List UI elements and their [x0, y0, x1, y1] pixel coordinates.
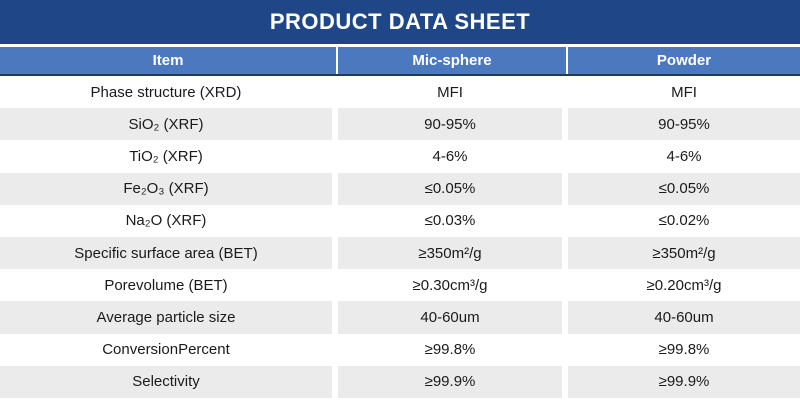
item-cell: Selectivity [0, 365, 338, 398]
table-row: TiO₂ (XRF) 4-6% 4-6% [0, 140, 800, 173]
table-body: Phase structure (XRD) MFI MFI SiO₂ (XRF)… [0, 76, 800, 398]
powder-cell: MFI [568, 76, 800, 109]
item-cell: Fe₂O₃ (XRF) [0, 172, 338, 205]
powder-cell: ≥99.8% [568, 333, 800, 366]
item-cell: Na₂O (XRF) [0, 204, 338, 237]
mic-sphere-cell: ≥99.8% [338, 333, 568, 366]
mic-sphere-cell: ≥0.30cm³/g [338, 269, 568, 302]
powder-cell: 4-6% [568, 140, 800, 173]
banner-divider [0, 44, 800, 47]
mic-sphere-cell: 40-60um [338, 301, 568, 334]
table-row: SiO₂ (XRF) 90-95% 90-95% [0, 108, 800, 141]
column-header-item: Item [0, 47, 338, 74]
mic-sphere-cell: ≤0.05% [338, 172, 568, 205]
mic-sphere-cell: 90-95% [338, 108, 568, 141]
powder-cell: ≤0.05% [568, 172, 800, 205]
item-cell: Phase structure (XRD) [0, 76, 338, 109]
column-header-powder: Powder [568, 47, 800, 74]
powder-cell: ≤0.02% [568, 204, 800, 237]
mic-sphere-cell: MFI [338, 76, 568, 109]
table-row: Phase structure (XRD) MFI MFI [0, 76, 800, 109]
table-header-row: Item Mic-sphere Powder [0, 47, 800, 76]
sheet-title-banner: PRODUCT DATA SHEET [0, 0, 800, 44]
mic-sphere-cell: ≥350m²/g [338, 236, 568, 270]
page-title: PRODUCT DATA SHEET [269, 9, 531, 34]
table-row: Specific surface area (BET) ≥350m²/g ≥35… [0, 236, 800, 270]
powder-cell: ≥99.9% [568, 365, 800, 398]
powder-cell: 40-60um [568, 301, 800, 334]
mic-sphere-cell: ≥99.9% [338, 365, 568, 398]
mic-sphere-cell: ≤0.03% [338, 204, 568, 237]
item-cell: ConversionPercent [0, 333, 338, 366]
item-cell: Average particle size [0, 301, 338, 334]
table-row: Porevolume (BET) ≥0.30cm³/g ≥0.20cm³/g [0, 269, 800, 302]
table-row: Selectivity ≥99.9% ≥99.9% [0, 365, 800, 398]
powder-cell: ≥0.20cm³/g [568, 269, 800, 302]
item-cell: SiO₂ (XRF) [0, 108, 338, 141]
powder-cell: ≥350m²/g [568, 236, 800, 270]
table-row: Na₂O (XRF) ≤0.03% ≤0.02% [0, 204, 800, 237]
table-row: Average particle size 40-60um 40-60um [0, 301, 800, 334]
table-row: Fe₂O₃ (XRF) ≤0.05% ≤0.05% [0, 172, 800, 205]
column-header-mic-sphere: Mic-sphere [338, 47, 568, 74]
item-cell: Porevolume (BET) [0, 269, 338, 302]
table-row: ConversionPercent ≥99.8% ≥99.8% [0, 333, 800, 366]
item-cell: TiO₂ (XRF) [0, 140, 338, 173]
powder-cell: 90-95% [568, 108, 800, 141]
mic-sphere-cell: 4-6% [338, 140, 568, 173]
item-cell: Specific surface area (BET) [0, 236, 338, 270]
